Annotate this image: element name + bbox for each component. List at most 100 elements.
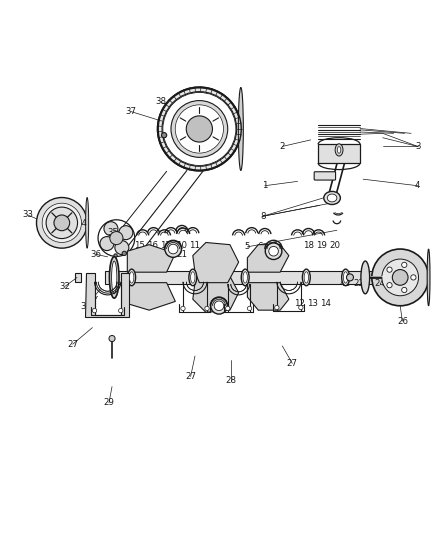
Text: 36: 36: [90, 250, 101, 259]
Text: 34: 34: [76, 219, 87, 228]
Text: 12: 12: [294, 299, 305, 308]
Text: 29: 29: [103, 398, 114, 407]
Text: 22: 22: [353, 279, 364, 288]
Text: 31: 31: [80, 302, 92, 311]
Text: 26: 26: [397, 317, 408, 326]
Ellipse shape: [324, 191, 340, 205]
Circle shape: [205, 306, 209, 311]
Text: 38: 38: [156, 97, 167, 106]
Polygon shape: [85, 273, 130, 317]
Polygon shape: [193, 243, 239, 282]
Circle shape: [226, 306, 230, 311]
Circle shape: [109, 335, 115, 342]
Text: 33: 33: [22, 211, 33, 220]
Ellipse shape: [130, 272, 134, 283]
Text: 18: 18: [303, 241, 314, 250]
Ellipse shape: [112, 261, 117, 294]
Circle shape: [92, 309, 97, 313]
Text: 3: 3: [415, 142, 420, 151]
Text: 15: 15: [134, 241, 145, 250]
Circle shape: [346, 274, 353, 281]
Ellipse shape: [342, 269, 350, 286]
Circle shape: [387, 282, 392, 288]
Ellipse shape: [189, 269, 197, 286]
Circle shape: [175, 105, 223, 153]
Circle shape: [402, 287, 407, 293]
Ellipse shape: [343, 272, 348, 283]
Ellipse shape: [269, 246, 279, 256]
Ellipse shape: [243, 272, 247, 283]
Text: 17: 17: [160, 241, 171, 250]
Ellipse shape: [110, 257, 119, 298]
Text: 40: 40: [190, 97, 201, 106]
Ellipse shape: [335, 144, 343, 156]
Text: 20: 20: [329, 241, 340, 250]
Ellipse shape: [241, 269, 249, 286]
Polygon shape: [106, 271, 376, 284]
Circle shape: [372, 249, 428, 306]
Polygon shape: [193, 272, 239, 312]
Circle shape: [46, 207, 78, 239]
FancyBboxPatch shape: [314, 172, 336, 180]
Circle shape: [54, 215, 70, 231]
Circle shape: [119, 309, 123, 313]
Ellipse shape: [265, 243, 282, 260]
Circle shape: [114, 254, 117, 257]
Circle shape: [387, 267, 392, 272]
Text: 24: 24: [374, 279, 385, 288]
Circle shape: [299, 305, 303, 310]
Text: 13: 13: [307, 299, 318, 308]
Text: 7: 7: [271, 243, 276, 252]
Ellipse shape: [128, 269, 136, 286]
Polygon shape: [127, 245, 175, 272]
Circle shape: [171, 101, 228, 157]
Ellipse shape: [85, 198, 88, 248]
Circle shape: [186, 116, 212, 142]
Text: 28: 28: [226, 376, 237, 385]
Text: 8: 8: [260, 212, 265, 221]
Text: 41: 41: [339, 279, 350, 288]
Ellipse shape: [302, 269, 310, 286]
Text: 21: 21: [177, 250, 187, 259]
Ellipse shape: [327, 194, 337, 202]
Circle shape: [163, 92, 236, 165]
Ellipse shape: [337, 147, 341, 153]
Text: 32: 32: [60, 281, 71, 290]
Text: 37: 37: [125, 107, 136, 116]
Text: 10: 10: [177, 241, 187, 250]
Text: 9: 9: [166, 241, 172, 250]
Ellipse shape: [211, 297, 227, 314]
Text: 4: 4: [415, 181, 420, 190]
Circle shape: [158, 87, 241, 171]
Circle shape: [104, 222, 118, 236]
Circle shape: [42, 203, 81, 243]
Circle shape: [100, 237, 114, 251]
Circle shape: [110, 231, 123, 245]
Text: 2: 2: [279, 142, 285, 151]
Circle shape: [122, 251, 127, 256]
Ellipse shape: [191, 272, 195, 283]
Text: 27: 27: [287, 359, 298, 368]
Circle shape: [275, 305, 279, 310]
Polygon shape: [127, 282, 175, 310]
Ellipse shape: [238, 87, 244, 171]
Ellipse shape: [304, 272, 308, 283]
Ellipse shape: [168, 244, 178, 254]
Polygon shape: [247, 282, 289, 310]
Text: 11: 11: [190, 241, 201, 250]
Text: 14: 14: [321, 299, 332, 308]
Circle shape: [402, 262, 407, 268]
Circle shape: [411, 275, 416, 280]
Ellipse shape: [214, 301, 224, 311]
Circle shape: [247, 306, 252, 311]
Text: 27: 27: [185, 372, 196, 381]
Circle shape: [119, 225, 133, 240]
Polygon shape: [318, 144, 360, 163]
Text: 6: 6: [258, 243, 263, 252]
Ellipse shape: [361, 261, 370, 294]
Text: 35: 35: [108, 228, 119, 237]
Circle shape: [115, 240, 129, 255]
Circle shape: [181, 306, 185, 311]
Circle shape: [392, 270, 408, 285]
Text: 1: 1: [262, 181, 268, 190]
